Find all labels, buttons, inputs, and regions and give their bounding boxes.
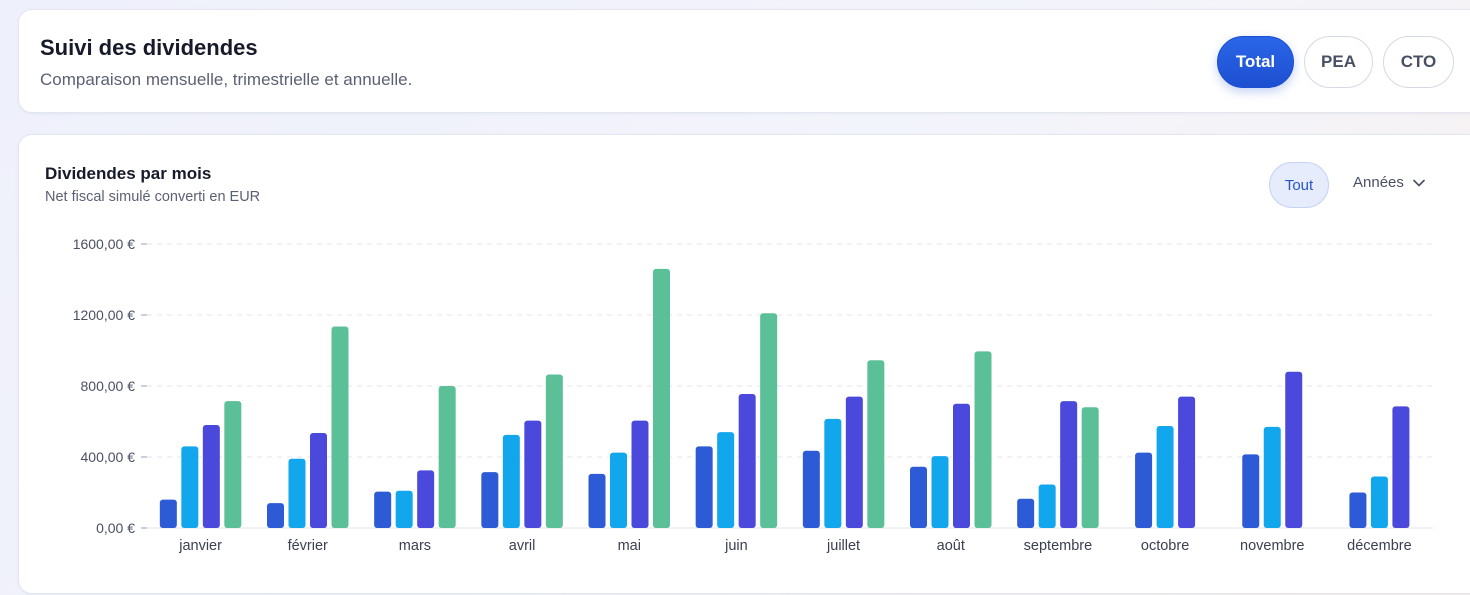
bar-mars-s3 [417,470,435,528]
bar-juin-s2 [717,432,735,528]
x-tick-label: juin [724,538,748,554]
bar-septembre-s2 [1038,484,1056,528]
chart-title: Dividendes par mois [45,164,212,183]
tab-total-button[interactable]: Total [1217,36,1294,88]
bar-janvier-s3 [202,425,220,528]
y-tick-label: 400,00 € [81,449,136,465]
bar-mars-s1 [374,491,392,528]
bar-octobre-s3 [1178,396,1196,528]
bar-octobre-s1 [1135,452,1153,528]
x-tick-label: avril [509,538,536,554]
bar-janvier-s1 [159,499,177,528]
dividends-bar-chart: 0,00 € 400,00 € 800,00 € 1200,00 € 1600,00 €… [73,236,1433,554]
y-tick-label: 0,00 € [96,520,135,536]
bar-février-s1 [267,503,284,528]
x-tick-label: février [288,538,328,554]
bar-octobre-s2 [1156,425,1174,528]
y-tick-label: 800,00 € [81,378,136,394]
bar-mai-s1 [588,473,606,528]
page-subtitle: Comparaison mensuelle, trimestrielle et … [40,70,413,89]
bar-novembre-s1 [1242,454,1260,528]
bar-mai-s2 [610,452,627,528]
x-tick-label: janvier [178,538,222,554]
chart-card: Dividendes par mois Net fiscal simulé co… [18,134,1470,594]
chart-subtitle: Net fiscal simulé converti en EUR [45,189,261,205]
bar-juin-s4 [760,313,778,528]
chevron-down-icon [1413,179,1425,186]
y-tick-label: 1600,00 € [73,236,135,252]
bar-juillet-s4 [867,360,885,528]
x-tick-label: septembre [1024,538,1093,554]
years-dropdown-label: Années [1353,174,1404,191]
header-card: Suivi des dividendes Comparaison mensuel… [18,9,1470,113]
bar-février-s4 [331,326,349,528]
tab-pea-button[interactable]: PEA [1304,36,1373,88]
bar-juillet-s1 [802,450,820,528]
x-tick-label: mars [399,538,431,554]
bar-août-s2 [931,456,949,528]
filter-all-button[interactable]: Tout [1269,162,1329,208]
bar-janvier-s2 [181,446,199,528]
bar-septembre-s3 [1060,401,1078,528]
bar-avril-s2 [502,434,520,528]
bar-novembre-s3 [1285,371,1303,528]
tab-cto-button[interactable]: CTO [1383,36,1454,88]
bar-mai-s3 [631,420,649,528]
bar-mars-s4 [438,386,456,528]
bar-avril-s1 [481,472,499,528]
bar-février-s2 [288,458,306,528]
years-dropdown[interactable]: Années [1353,174,1425,191]
bar-décembre-s2 [1370,476,1388,528]
bar-avril-s3 [524,420,542,528]
x-tick-label: novembre [1240,538,1304,554]
bar-décembre-s3 [1392,406,1410,528]
x-tick-label: octobre [1141,538,1189,554]
x-tick-label: août [937,538,965,554]
bar-juillet-s2 [824,418,842,528]
y-tick-label: 1200,00 € [73,307,135,323]
bar-décembre-s1 [1349,492,1367,528]
bar-juin-s1 [695,446,713,528]
bar-juillet-s3 [845,396,863,528]
x-tick-label: mai [618,538,641,554]
bar-janvier-s4 [224,401,242,528]
bar-novembre-s2 [1263,426,1281,528]
page-title: Suivi des dividendes [40,35,258,60]
x-tick-label: juillet [826,538,860,554]
bar-août-s4 [974,351,992,528]
bar-août-s3 [953,403,970,528]
bar-mai-s4 [653,268,670,528]
bar-août-s1 [910,466,927,528]
bar-septembre-s4 [1081,407,1099,528]
bar-mars-s2 [395,490,413,528]
bar-juin-s3 [738,393,756,528]
bar-février-s3 [310,433,327,528]
bar-septembre-s1 [1017,498,1035,528]
bar-avril-s4 [545,374,563,528]
x-tick-label: décembre [1347,538,1411,554]
